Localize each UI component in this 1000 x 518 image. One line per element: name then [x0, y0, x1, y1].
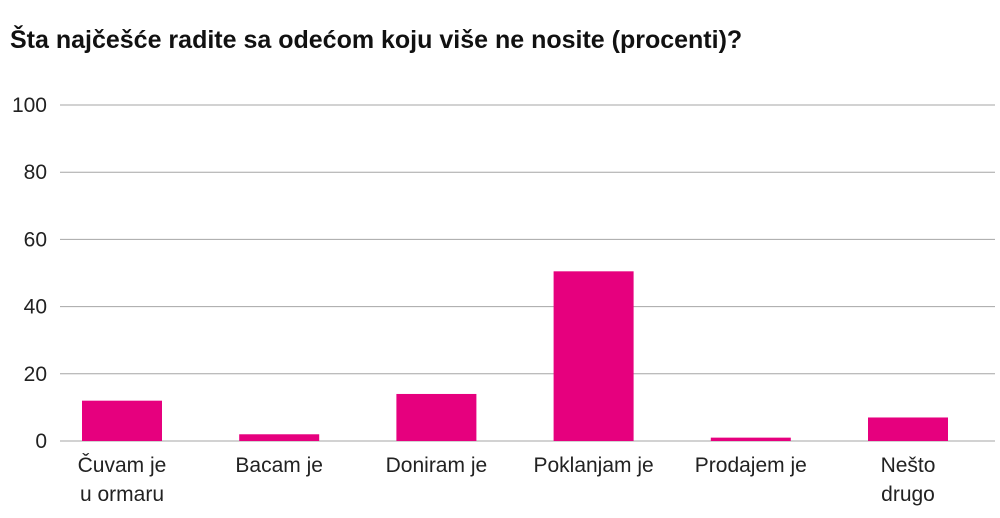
x-category-label: Doniram je	[386, 454, 488, 477]
x-category-label: Poklanjam je	[533, 454, 653, 477]
x-category-label: Nešto	[881, 454, 936, 477]
y-tick-label: 60	[24, 228, 47, 251]
y-tick-label: 80	[24, 161, 47, 184]
y-tick-label: 40	[24, 296, 47, 319]
bar	[868, 417, 948, 441]
x-category-label: u ormaru	[80, 483, 164, 506]
y-tick-label: 0	[35, 430, 47, 453]
y-tick-label: 100	[12, 94, 47, 117]
x-category-label: Bacam je	[235, 454, 323, 477]
x-category-label: Prodajem je	[695, 454, 807, 477]
chart-title: Šta najčešće radite sa odećom koju više …	[10, 26, 743, 54]
x-category-label: Čuvam je	[78, 454, 167, 477]
y-tick-label: 20	[24, 363, 47, 386]
x-category-label: drugo	[881, 483, 935, 506]
bar	[82, 400, 162, 441]
bar	[239, 434, 320, 441]
bar	[396, 393, 477, 441]
bar	[710, 437, 791, 441]
bar	[553, 271, 634, 441]
